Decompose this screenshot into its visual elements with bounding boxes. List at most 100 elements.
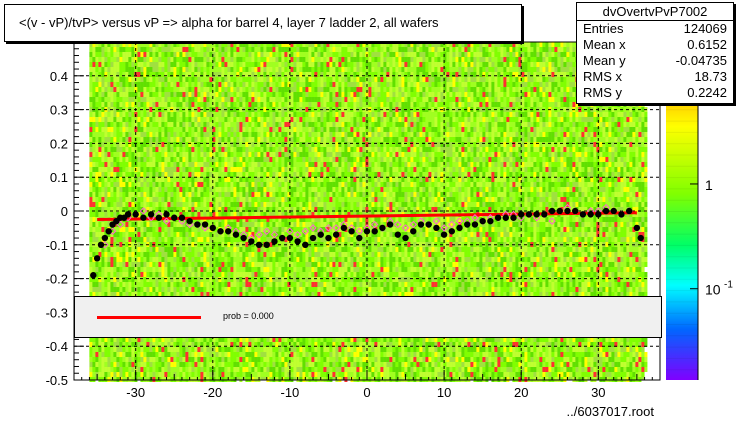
heatmap-cell [353,157,357,162]
heatmap-cell [476,117,480,122]
heatmap-cell [266,92,270,97]
heatmap-cell [491,97,495,102]
heatmap-cell [236,47,240,52]
heatmap-cell [269,57,273,62]
heatmap-cell [284,162,288,167]
heatmap-cell [359,142,363,147]
heatmap-cell [233,87,237,92]
heatmap-cell [176,132,180,137]
heatmap-cell [272,162,276,167]
heatmap-cell [437,57,441,62]
heatmap-cell [287,137,291,142]
heatmap-cell [527,47,531,52]
heatmap-cell [119,132,123,137]
heatmap-cell [305,132,309,137]
heatmap-cell [449,132,453,137]
heatmap-cell [593,127,597,132]
heatmap-cell [539,167,543,172]
heatmap-cell [320,102,324,107]
heatmap-cell [152,147,156,152]
heatmap-cell [410,62,414,67]
heatmap-cell [380,192,384,197]
heatmap-cell [344,112,348,117]
heatmap-cell [356,132,360,137]
heatmap-cell [215,147,219,152]
heatmap-cell [347,57,351,62]
heatmap-cell [266,97,270,102]
heatmap-cell [257,82,261,87]
heatmap-cell [314,182,318,187]
heatmap-cell [302,112,306,117]
heatmap-cell [230,52,234,57]
heatmap-cell [509,87,513,92]
heatmap-cell [299,137,303,142]
heatmap-cell [326,87,330,92]
heatmap-cell [509,67,513,72]
heatmap-cell [473,102,477,107]
heatmap-cell [116,117,120,122]
heatmap-cell [524,92,528,97]
heatmap-cell [317,57,321,62]
heatmap-cell [452,42,456,47]
heatmap-cell [515,52,519,57]
heatmap-cell [629,157,633,162]
heatmap-cell [272,47,276,52]
heatmap-cell [545,87,549,92]
heatmap-cell [164,137,168,142]
heatmap-cell [593,177,597,182]
heatmap-cell [218,147,222,152]
heatmap-cell [392,57,396,62]
heatmap-cell [380,132,384,137]
heatmap-cell [233,102,237,107]
heatmap-cell [152,47,156,52]
heatmap-cell [203,72,207,77]
heatmap-cell [116,87,120,92]
heatmap-cell [374,67,378,72]
heatmap-cell [269,92,273,97]
heatmap-cell [290,122,294,127]
heatmap-cell [176,137,180,142]
heatmap-cell [389,62,393,67]
heatmap-cell [326,157,330,162]
heatmap-cell [239,102,243,107]
heatmap-cell [341,152,345,157]
heatmap-cell [185,152,189,157]
heatmap-cell [305,112,309,117]
heatmap-cell [182,147,186,152]
heatmap-cell [104,132,108,137]
heatmap-cell [551,162,555,167]
heatmap-cell [371,162,375,167]
heatmap-cell [122,132,126,137]
heatmap-cell [500,87,504,92]
heatmap-cell [326,42,330,47]
heatmap-cell [128,177,132,182]
heatmap-cell [206,137,210,142]
heatmap-cell [137,92,141,97]
heatmap-cell [404,177,408,182]
heatmap-cell [380,72,384,77]
heatmap-cell [95,82,99,87]
heatmap-cell [509,182,513,187]
heatmap-cell [509,62,513,67]
heatmap-cell [251,102,255,107]
heatmap-cell [188,187,192,192]
heatmap-cell [626,187,630,192]
heatmap-cell [554,162,558,167]
heatmap-cell [539,152,543,157]
heatmap-cell [152,157,156,162]
heatmap-cell [110,172,114,177]
heatmap-cell [92,82,96,87]
heatmap-cell [173,142,177,147]
heatmap-cell [185,127,189,132]
heatmap-cell [134,182,138,187]
heatmap-cell [290,152,294,157]
heatmap-cell [326,47,330,52]
heatmap-cell [212,132,216,137]
heatmap-cell [632,117,636,122]
heatmap-cell [566,72,570,77]
heatmap-cell [212,182,216,187]
heatmap-cell [416,187,420,192]
heatmap-cell [320,162,324,167]
heatmap-cell [152,187,156,192]
heatmap-cell [410,187,414,192]
